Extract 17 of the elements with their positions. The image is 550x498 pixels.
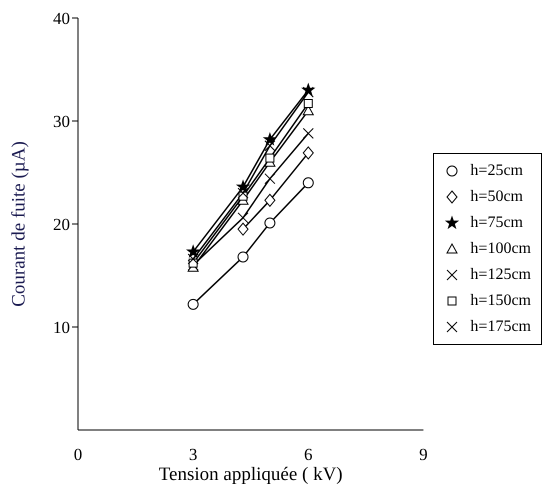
y-tick-label: 40 xyxy=(53,9,70,28)
legend-label: h=175cm xyxy=(470,318,531,336)
x-tick-label: 3 xyxy=(188,445,198,464)
legend-label: h=100cm xyxy=(470,240,531,258)
legend-label: h=75cm xyxy=(470,214,523,232)
x-tick-label: 6 xyxy=(304,445,313,464)
legend-label: h=125cm xyxy=(470,266,531,284)
legend-label: h=150cm xyxy=(470,292,531,310)
legend-label: h=25cm xyxy=(470,162,523,180)
x-tick-label: 9 xyxy=(419,445,428,464)
y-tick-label: 10 xyxy=(53,318,70,338)
y-tick-label: 30 xyxy=(53,112,70,132)
legend-label: h=50cm xyxy=(470,188,523,206)
x-tick-label: 0 xyxy=(74,445,82,464)
y-axis-title: Courant de fuite (µA) xyxy=(8,141,30,307)
y-tick-label: 20 xyxy=(53,215,70,234)
x-axis-title: Tension appliquée ( kV) xyxy=(158,464,343,485)
